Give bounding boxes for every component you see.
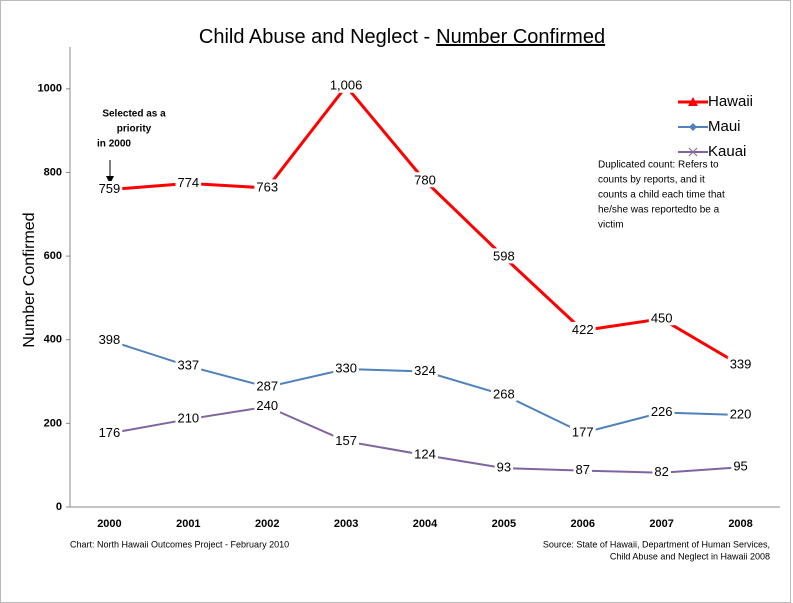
data-label-bg [175, 174, 202, 190]
data-label-bg [254, 378, 281, 394]
data-label: 763 [256, 179, 278, 194]
title-emphasis: Number Confirmed [436, 26, 605, 48]
y-tick-label: 800 [44, 166, 62, 178]
data-label-bg [569, 321, 596, 337]
annotation-arrowhead [106, 176, 114, 184]
data-label-bg [96, 332, 123, 348]
x-tick-label: 2004 [413, 518, 438, 530]
data-label-bg [175, 357, 202, 373]
data-label-bg [412, 172, 438, 188]
x-tick-label: 2002 [255, 518, 279, 530]
data-label-bg [412, 446, 438, 462]
annotation: Selected as a [102, 109, 166, 120]
data-label: 774 [177, 175, 199, 190]
y-tick-label: 600 [44, 250, 62, 262]
data-label-bg [491, 248, 517, 264]
y-axis-label: Number Confirmed [21, 212, 38, 347]
data-label-bg [648, 310, 675, 326]
data-label-bg [727, 406, 754, 422]
x-tick-label: 2000 [97, 518, 121, 530]
data-label-bg [333, 360, 359, 376]
data-label: 324 [414, 363, 436, 378]
data-label-bg [412, 362, 438, 378]
data-label: 780 [414, 172, 436, 187]
legend-label: Maui [708, 118, 741, 135]
annotation: Duplicated count: Refers to [598, 160, 719, 171]
title-main: Child Abuse and Neglect - [199, 26, 430, 48]
data-label: 93 [497, 460, 511, 475]
data-label-bg [491, 386, 517, 402]
data-label: 330 [335, 360, 357, 375]
y-tick-label: 1000 [38, 83, 62, 95]
data-label: 450 [651, 310, 673, 325]
data-label: 157 [335, 433, 357, 448]
data-label-bg [96, 181, 123, 197]
data-label-bg [652, 464, 671, 480]
annotation: counts by reports, and it [598, 175, 705, 186]
data-label-bg [96, 424, 123, 440]
data-label: 87 [576, 462, 590, 477]
annotation: he/she was reportedto be a [598, 205, 720, 216]
x-tick-label: 2008 [728, 518, 752, 530]
data-label-bg [333, 432, 359, 448]
chart-title: Child Abuse and Neglect - Number Confirme… [199, 26, 605, 48]
annotation: in 2000 [97, 139, 131, 150]
data-label-bg [573, 462, 593, 478]
data-label: 176 [99, 425, 121, 440]
data-label: 422 [572, 322, 594, 337]
x-tick-label: 2005 [492, 518, 516, 530]
footer-right: Source: State of Hawaii, Department of H… [543, 539, 770, 549]
annotation: victim [598, 220, 624, 231]
data-label: 177 [572, 424, 594, 439]
legend-label: Kauai [708, 143, 746, 160]
data-label-bg [254, 398, 281, 414]
y-tick-label: 200 [44, 417, 62, 429]
footer-left: Chart: North Hawaii Outcomes Project - F… [70, 539, 289, 549]
data-label: 1,006 [330, 78, 363, 93]
x-tick-label: 2001 [176, 518, 200, 530]
legend-marker [689, 123, 697, 131]
data-label: 759 [99, 181, 121, 196]
data-label: 124 [414, 447, 436, 462]
legend-marker [688, 97, 698, 106]
data-label-bg [494, 459, 514, 475]
data-label: 398 [99, 332, 121, 347]
x-tick-label: 2006 [571, 518, 595, 530]
data-label: 240 [256, 398, 278, 413]
data-label: 82 [654, 464, 668, 479]
y-tick-label: 400 [44, 334, 62, 346]
footer-right: Child Abuse and Neglect in Hawaii 2008 [610, 551, 770, 561]
data-label: 210 [177, 411, 199, 426]
data-label: 95 [733, 459, 747, 474]
data-label: 268 [493, 386, 515, 401]
data-label: 226 [651, 404, 673, 419]
data-label: 337 [177, 358, 199, 373]
data-label: 287 [256, 378, 278, 393]
data-label: 339 [730, 357, 752, 372]
data-label: 598 [493, 248, 515, 263]
data-label: 220 [730, 406, 752, 421]
legend-label: Hawaii [708, 93, 753, 110]
data-label-bg [327, 77, 365, 93]
data-label-bg [648, 403, 675, 419]
annotation: priority [117, 124, 152, 135]
data-label-bg [254, 179, 281, 195]
legend-marker [688, 147, 698, 157]
x-tick-label: 2003 [334, 518, 358, 530]
annotation: counts a child each time that [598, 190, 725, 201]
y-tick-label: 0 [56, 501, 62, 513]
data-label-bg [727, 356, 754, 372]
x-tick-label: 2007 [649, 518, 673, 530]
data-label-bg [731, 458, 750, 474]
data-label-bg [175, 410, 202, 426]
data-label-bg [569, 424, 596, 440]
